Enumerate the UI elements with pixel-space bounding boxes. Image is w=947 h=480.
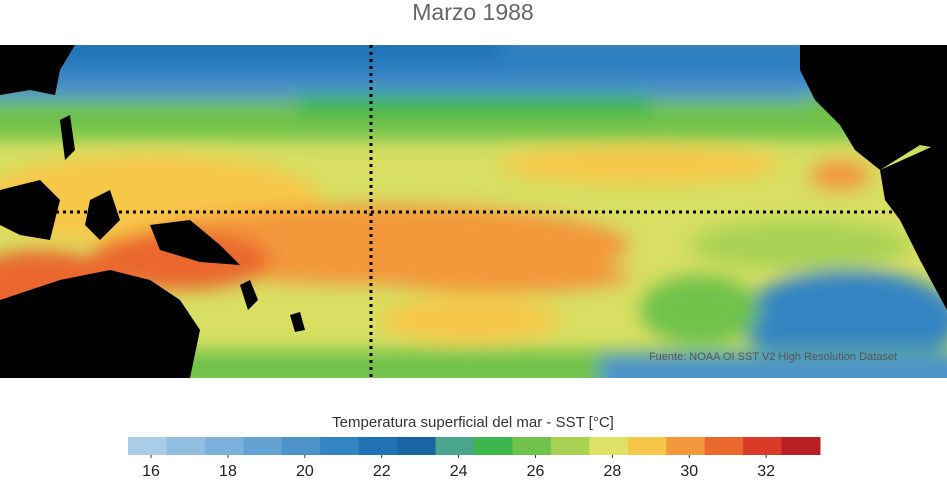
colorbar-tick-label: 32 [757, 463, 775, 480]
colorbar-swatch [358, 437, 398, 455]
colorbar-tick-label: 18 [219, 463, 237, 480]
colorbar-swatch [704, 437, 744, 455]
colorbar-swatch [781, 437, 821, 455]
colorbar-swatch [166, 437, 206, 455]
colorbar-tick-label: 16 [142, 463, 160, 480]
colorbar-tick-label: 24 [450, 463, 468, 480]
land [0, 45, 947, 378]
colorbar-swatch [474, 437, 513, 455]
colorbar-tick-label: 22 [373, 463, 391, 480]
colorbar-tick-label: 28 [604, 463, 622, 480]
title: Marzo 1988 [412, 0, 533, 25]
colorbar-swatch [512, 437, 552, 455]
colorbar-tick-label: 30 [680, 463, 698, 480]
source-note: Fuente: NOAA OI SST V2 High Resolution D… [649, 351, 897, 363]
colorbar-swatch [243, 437, 283, 455]
colorbar-swatch [589, 437, 629, 455]
colorbar-swatch [550, 437, 590, 455]
colorbar-swatch [435, 437, 475, 455]
sst-map: Fuente: NOAA OI SST V2 High Resolution D… [0, 45, 947, 378]
colorbar-swatch [666, 437, 706, 455]
colorbar-swatch [204, 437, 244, 455]
colorbar-tick-label: 20 [296, 463, 314, 480]
colorbar-swatch [397, 437, 437, 455]
colorbar-swatch [627, 437, 667, 455]
colorbar-tick-label: 26 [527, 463, 545, 480]
colorbar-swatch [743, 437, 783, 455]
colorbar-swatch [281, 437, 321, 455]
colorbar-label: Temperatura superficial del mar - SST [°… [332, 414, 614, 431]
colorbar-swatch [320, 437, 360, 455]
colorbar-swatch [128, 437, 167, 455]
